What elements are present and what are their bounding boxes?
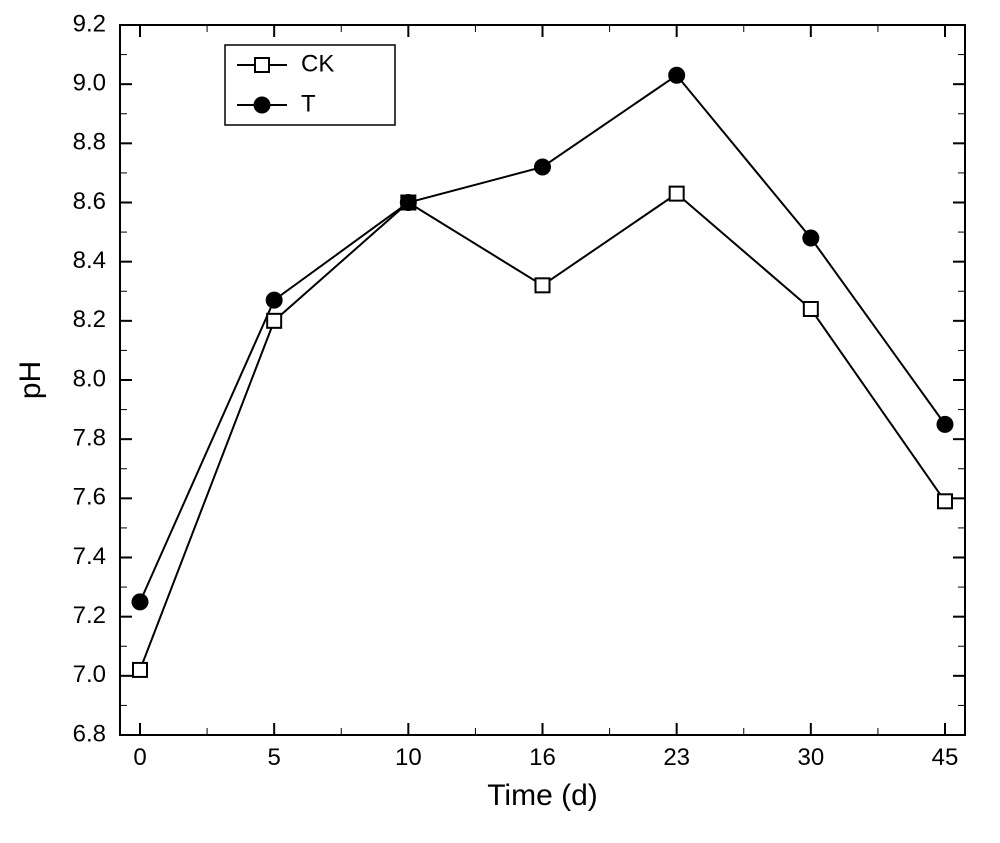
series-marker-ck [536, 278, 550, 292]
series-marker-t [535, 159, 551, 175]
y-tick-label: 7.8 [73, 425, 106, 452]
y-tick-label: 9.0 [73, 70, 106, 97]
ph-time-chart: 6.8 7.0 7.2 7.4 7.6 7.8 8.0 8.2 8.4 8.6 8.8 9.0 9.2 0… [0, 0, 1000, 843]
x-tick-label: 45 [932, 744, 959, 771]
y-tick-label: 9.2 [73, 10, 106, 37]
legend-label-ck: CK [301, 50, 334, 77]
legend-marker-t [254, 97, 270, 113]
series-marker-ck [804, 302, 818, 316]
y-tick-label: 8.4 [73, 247, 106, 274]
series-marker-t [669, 67, 685, 83]
series-marker-ck [133, 663, 147, 677]
y-tick-label: 7.0 [73, 661, 106, 688]
y-tick-label: 7.2 [73, 602, 106, 629]
y-tick-label: 8.2 [73, 306, 106, 333]
series-marker-t [803, 230, 819, 246]
x-tick-label: 30 [797, 744, 824, 771]
x-tick-label: 16 [529, 744, 556, 771]
x-tick-label: 0 [133, 744, 146, 771]
y-tick-label: 8.0 [73, 365, 106, 392]
y-tick-label: 7.4 [73, 543, 106, 570]
x-tick-label: 5 [267, 744, 280, 771]
legend-marker-ck [255, 58, 269, 72]
chart-canvas: 6.8 7.0 7.2 7.4 7.6 7.8 8.0 8.2 8.4 8.6 8.8 9.0 9.2 0… [0, 0, 1000, 843]
y-axis-title: pH [14, 361, 47, 399]
series-marker-ck [670, 187, 684, 201]
x-tick-label: 23 [663, 744, 690, 771]
series-marker-t [400, 195, 416, 211]
x-axis-title: Time (d) [487, 779, 598, 812]
series-marker-t [266, 292, 282, 308]
y-tick-label: 8.6 [73, 188, 106, 215]
series-marker-t [132, 594, 148, 610]
legend-label-t: T [301, 90, 316, 117]
series-marker-ck [938, 494, 952, 508]
series-marker-t [937, 416, 953, 432]
series-marker-ck [267, 314, 281, 328]
y-tick-label: 8.8 [73, 129, 106, 156]
x-tick-label: 10 [395, 744, 422, 771]
y-tick-label: 7.6 [73, 484, 106, 511]
y-tick-label: 6.8 [73, 720, 106, 747]
